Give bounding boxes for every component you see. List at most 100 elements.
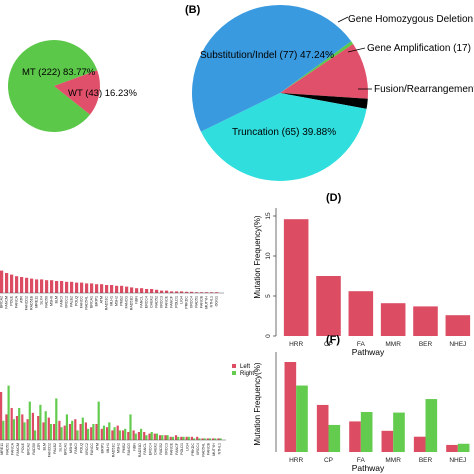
chart-c-tick-label: FANCE [165,295,169,308]
chart-c-bar-OGG1 [215,292,219,293]
chart-e-bar-BRCA2-right [28,401,31,440]
chart-c-tick-label: MLH1 [110,296,114,306]
chart-c-bar-ATR [20,277,24,293]
chart-e-bar-XRCC3-right [166,435,169,440]
barF-bar-MMR-right [393,412,405,452]
chart-c-tick-label: FANCM [5,296,9,309]
chart-c-tick-label: RAD51C [105,296,109,311]
chart-c-bar-FANCM [5,273,9,293]
chart-e-bar-RAD52-left [159,435,162,440]
chart-e-bar-FANCE-right [171,436,174,440]
pie-b-leader-homozygous [337,16,349,23]
chart-e-bar-PMS2-right [124,428,127,440]
chart-e-bar-POLE-left [21,414,24,440]
chart-e-bar-XRCC4-left [196,436,199,440]
chart-e-bar-BRCA1-left [63,425,66,440]
chart-c-tick-label: XRCC2 [65,296,69,308]
pie-b-label-truncation: Truncation (65) 39.88% [232,127,336,138]
chart-c-tick-label: RAD54L [85,296,89,310]
pie-a-slice-wt [54,70,100,115]
chart-e-bar-POLE-right [23,422,26,440]
chart-e-bar-FANCC-left [90,427,93,440]
chart-c-bar-LIG4 [180,291,184,293]
barF-bar-HRR-left [284,362,297,452]
chart-e-legend: Left Right [232,364,254,377]
chart-e-bar-MSH6-right [71,420,74,440]
chart-e-bar-ATR-right [39,404,42,440]
chart-e-bar-ERCC4-right [150,432,153,440]
chart-f-xlabel: Pathway [352,463,385,473]
chart-c-bar-XRCC4 [190,291,194,293]
barD-bar-NHEJ [445,315,471,336]
chart-c-bar-POLD1 [175,291,179,293]
chart-e-bar-CHEK2-left [153,433,156,440]
chart-e-bar-RAD51-left [5,414,8,440]
chart-e-bar-FANCF-left [174,435,178,440]
pie-a-slice-mt [8,39,98,132]
chart-e-bar-ATR-left [37,416,40,440]
chart-e-bar-BRIP1-left [100,428,103,440]
chart-e-tick-label: SLX4 [58,443,62,452]
chart-e-bar-FANCA-left [10,408,13,440]
chart-e-bar-BRCA2-left [26,419,29,440]
chart-c-bar-MUTYH [205,292,209,293]
chart-e-tick-label: FANCA [11,442,15,455]
barD-x-tick: FA [357,341,366,348]
pie-a-label-mt: MT (222) 83.77% [22,67,96,78]
chart-e-tick-label: BLM [42,443,46,450]
chart-c-bar-POLE [10,274,14,293]
chart-c-bar-RAD54L [85,283,89,293]
bar-chart-e: MRE11 RAD51 FANCA FANCM POLE BRCA2 RAD50 ATR BLM… [0,385,222,458]
chart-e-bar-SLX4-right [60,427,63,440]
barF-bar-FA-right [360,412,373,452]
chart-e-bar-FANCM-right [18,408,21,440]
chart-c-tick-label: ERCC4 [145,296,149,308]
barD-x-tick: NHEJ [449,341,466,348]
chart-c-bar-PMS2 [120,285,124,293]
chart-e-tick-label: FANCF [175,442,179,455]
chart-e-tick-label: RAD51D [138,443,142,458]
chart-e-bar-FANCL-right [145,435,148,440]
chart-e-tick-label: ATM [95,443,99,450]
barF-x-tick: BER [419,457,433,464]
chart-c-tick-label: ATR [20,296,24,303]
chart-e-tick-label: MUTYH [212,443,216,456]
legend-right-label: Right [240,371,254,377]
chart-e-bar-PRKDC-left [190,436,193,440]
chart-c-bar-BLM [55,281,59,293]
legend-right-swatch [232,371,236,375]
chart-e-bar-RAD54L-right [203,438,206,440]
barD-bar-HRR [283,219,309,336]
chart-e-tick-label: RAD54L [201,443,205,457]
bar-chart-c: BRCA2 FANCM POLE FANCA ATR FANCD2 RAD51B MRE11 S… [0,270,219,311]
chart-e-tick-label: PMS2 [122,443,126,453]
chart-c-tick-label: MSH6 [50,296,54,306]
barD-y-tick-label: 10 [265,252,272,260]
chart-e-bar-XRCC3-left [164,435,167,440]
chart-e-bar-XRCC2-left [84,422,87,440]
chart-e-bar-FANCF-right [177,436,180,440]
barF-x-tick: HRR [289,457,303,464]
chart-c-bar-FANCC [80,282,84,293]
chart-c-tick-label: RAD51B [30,295,34,310]
chart-c-tick-label: BRIP1 [95,296,99,306]
chart-c-bar-RAD50 [45,280,49,293]
barF-x-tick: MMR [385,457,401,464]
chart-c-bar-NTHL1 [210,292,214,293]
chart-c-bar-FANCB [200,292,204,293]
chart-c-bar-RAD51D [130,287,134,293]
chart-c-tick-label: FANCI [60,296,64,307]
barD-bar-BER [413,306,438,336]
chart-e-bar-ATM-right [97,401,100,440]
barD-bar-FA [348,291,374,336]
chart-c-bar-POLQ [75,282,79,293]
chart-e-bar-NTHL1-left [217,438,220,440]
chart-c-tick-label: MRE11 [35,296,39,308]
chart-c-tick-label: FANCG [125,296,129,309]
chart-e-bar-MLH1-right [108,422,111,440]
chart-c-tick-label: POLE [10,295,14,305]
bar-chart-d: HRR CP FA MMR BER NHEJ 0 5 10 15 [265,208,471,348]
pie-b-label-amplification: Gene Amplification (17) 10 [367,43,474,54]
chart-c-tick-label: RAD52 [155,296,159,308]
